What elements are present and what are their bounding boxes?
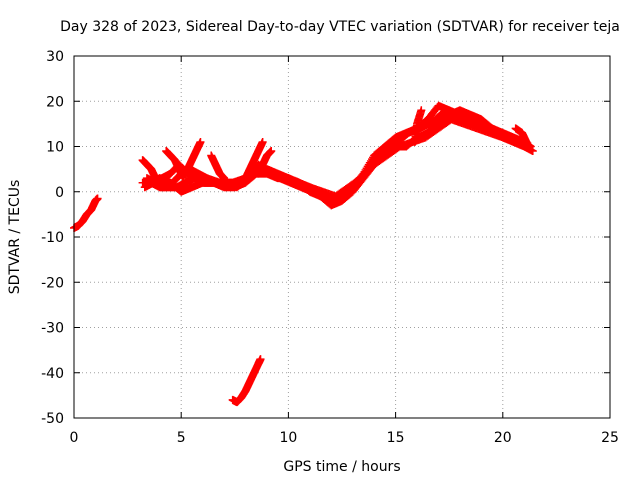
x-tick-label: 20 xyxy=(494,430,512,446)
x-tick-label: 5 xyxy=(177,430,186,446)
series-branch-b xyxy=(162,147,188,183)
data-point xyxy=(528,147,537,156)
data-point xyxy=(410,137,419,146)
series-track-early xyxy=(70,194,102,232)
data-point xyxy=(179,174,188,183)
data-points xyxy=(70,101,537,407)
y-ticks: -50 -40 -30 -20 -10 0 10 20 30 xyxy=(41,49,610,427)
y-tick-label: -50 xyxy=(41,411,64,427)
series-branch-h xyxy=(511,124,531,146)
x-tick-label: 10 xyxy=(279,430,297,446)
y-tick-label: 10 xyxy=(46,140,64,156)
data-point xyxy=(522,137,531,146)
data-point xyxy=(256,355,265,364)
chart-title: Day 328 of 2023, Sidereal Day-to-day VTE… xyxy=(60,19,620,35)
data-point xyxy=(183,165,192,174)
y-axis-label: SDTVAR / TECUs xyxy=(7,180,23,295)
data-point xyxy=(220,174,229,183)
y-tick-label: 20 xyxy=(46,94,64,110)
data-point xyxy=(151,174,160,183)
series-branch-e xyxy=(241,137,267,183)
series-branch-g xyxy=(410,106,426,146)
data-point xyxy=(254,169,263,178)
x-tick-label: 25 xyxy=(601,430,619,446)
x-axis-label: GPS time / hours xyxy=(283,459,400,475)
grid xyxy=(73,55,611,419)
data-point xyxy=(241,174,250,183)
y-tick-label: 30 xyxy=(46,49,64,65)
x-ticks: 0 5 10 15 20 25 xyxy=(70,56,619,446)
y-tick-label: -20 xyxy=(41,275,64,291)
series-track-low xyxy=(228,355,265,407)
series-branch-c xyxy=(183,137,205,174)
series-branch-a xyxy=(138,156,160,183)
y-tick-label: 0 xyxy=(55,185,64,201)
series-branch-d xyxy=(207,151,229,183)
x-tick-label: 15 xyxy=(387,430,405,446)
series-track-4 xyxy=(140,110,531,205)
y-tick-label: -10 xyxy=(41,230,64,246)
y-tick-label: -40 xyxy=(41,366,64,382)
series-branch-f xyxy=(254,147,276,178)
data-point xyxy=(93,194,102,203)
x-tick-label: 0 xyxy=(70,430,79,446)
y-tick-label: -30 xyxy=(41,321,64,337)
